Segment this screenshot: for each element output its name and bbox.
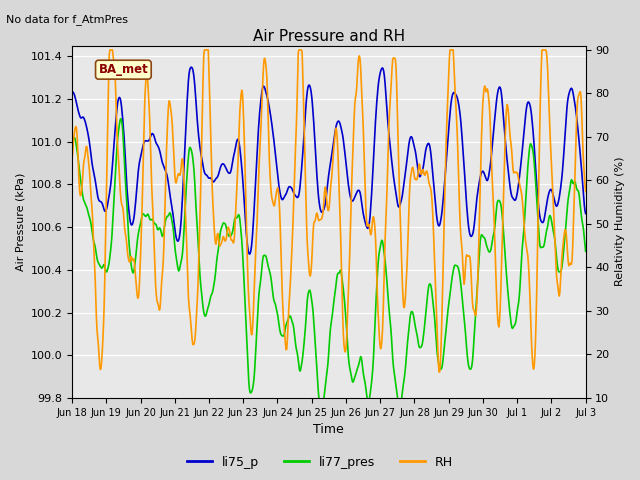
Text: BA_met: BA_met (99, 63, 148, 76)
Y-axis label: Relativity Humidity (%): Relativity Humidity (%) (615, 157, 625, 287)
Legend: li75_p, li77_pres, RH: li75_p, li77_pres, RH (182, 451, 458, 474)
Y-axis label: Air Pressure (kPa): Air Pressure (kPa) (15, 172, 25, 271)
Title: Air Pressure and RH: Air Pressure and RH (253, 29, 405, 44)
X-axis label: Time: Time (314, 423, 344, 436)
Text: No data for f_AtmPres: No data for f_AtmPres (6, 14, 129, 25)
